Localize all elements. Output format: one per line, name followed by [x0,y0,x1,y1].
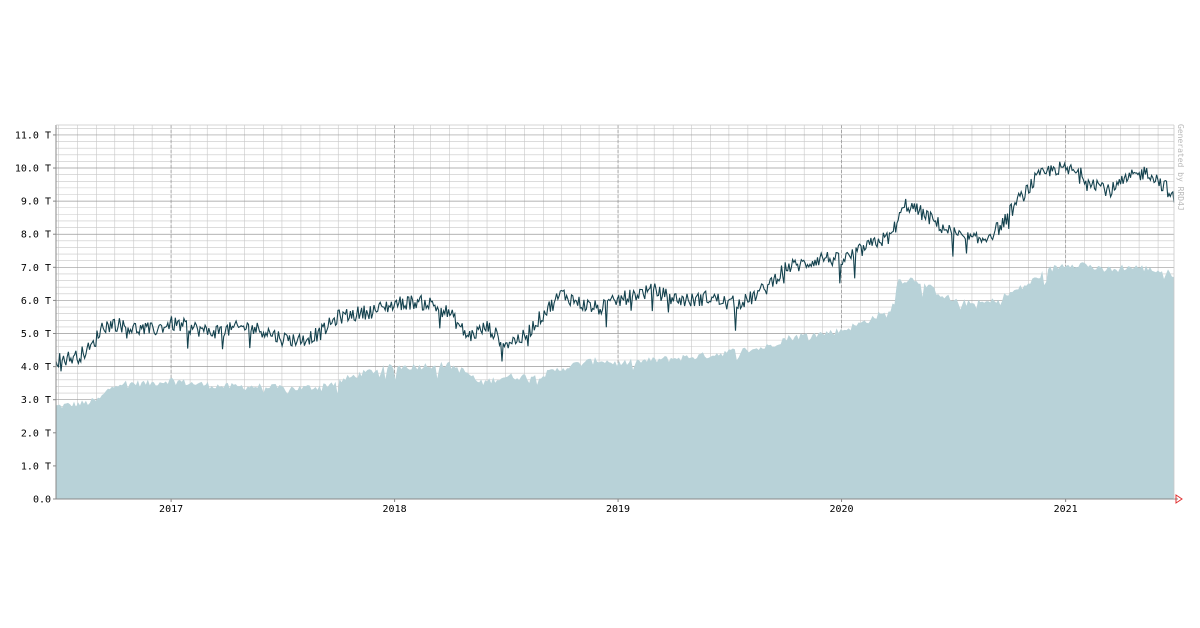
area-series [56,262,1174,499]
watermark-text: Generated by RRD4J [1176,124,1185,211]
y-tick-label: 3.0 T [21,395,51,406]
x-tick-label: 2020 [829,504,853,515]
y-axis-ticks: 0.0 1.0 T 2.0 T 3.0 T 4.0 T 5.0 T 6.0 T 7.0 T 8.… [15,130,56,506]
y-tick-label: 8.0 T [21,230,51,241]
x-axis-ticks: 2017 2018 2019 2020 2021 [159,499,1078,515]
x-tick-label: 2021 [1054,504,1078,515]
x-tick-label: 2017 [159,504,183,515]
y-tick-label: 11.0 T [15,130,51,141]
y-tick-label: 0.0 [33,495,51,506]
y-tick-label: 5.0 T [21,329,51,340]
y-tick-label: 1.0 T [21,461,51,472]
y-tick-label: 2.0 T [21,428,51,439]
y-tick-label: 4.0 T [21,362,51,373]
y-tick-label: 7.0 T [21,263,51,274]
y-tick-label: 10.0 T [15,164,51,175]
y-tick-label: 9.0 T [21,197,51,208]
x-tick-label: 2019 [606,504,630,515]
axes [55,124,1183,504]
x-axis-arrow [1175,494,1183,504]
line-series [55,161,1175,372]
line-series-path [55,161,1175,372]
x-tick-label: 2018 [383,504,407,515]
area-series-fill [56,262,1174,499]
y-tick-label: 6.0 T [21,296,51,307]
